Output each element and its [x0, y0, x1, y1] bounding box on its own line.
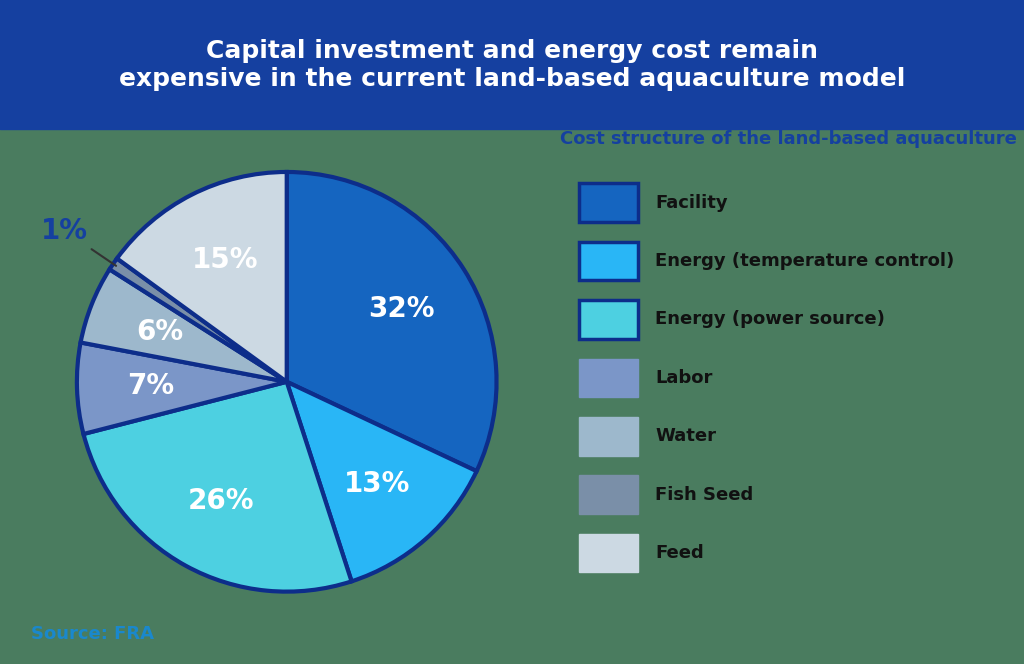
Text: 26%: 26%: [187, 487, 254, 515]
Text: 1%: 1%: [41, 217, 116, 266]
Text: Labor: Labor: [655, 369, 713, 387]
Wedge shape: [117, 172, 287, 382]
Wedge shape: [287, 172, 497, 471]
Text: Water: Water: [655, 427, 717, 446]
Wedge shape: [287, 382, 476, 582]
Text: 13%: 13%: [344, 470, 410, 498]
Text: 32%: 32%: [369, 295, 435, 323]
Text: Cost structure of the land-based aquaculture: Cost structure of the land-based aquacul…: [560, 130, 1017, 149]
Wedge shape: [81, 270, 287, 382]
Wedge shape: [110, 258, 287, 382]
Text: Capital investment and energy cost remain
expensive in the current land-based aq: Capital investment and energy cost remai…: [119, 39, 905, 91]
Text: Fish Seed: Fish Seed: [655, 485, 754, 504]
Text: Source: FRA: Source: FRA: [31, 625, 154, 643]
Text: Feed: Feed: [655, 544, 705, 562]
Text: Energy (temperature control): Energy (temperature control): [655, 252, 954, 270]
Text: Facility: Facility: [655, 193, 728, 212]
Text: 7%: 7%: [127, 372, 174, 400]
Text: Energy (power source): Energy (power source): [655, 310, 885, 329]
Text: 15%: 15%: [191, 246, 258, 274]
Wedge shape: [77, 343, 287, 434]
Wedge shape: [84, 382, 351, 592]
Text: 6%: 6%: [136, 317, 183, 345]
